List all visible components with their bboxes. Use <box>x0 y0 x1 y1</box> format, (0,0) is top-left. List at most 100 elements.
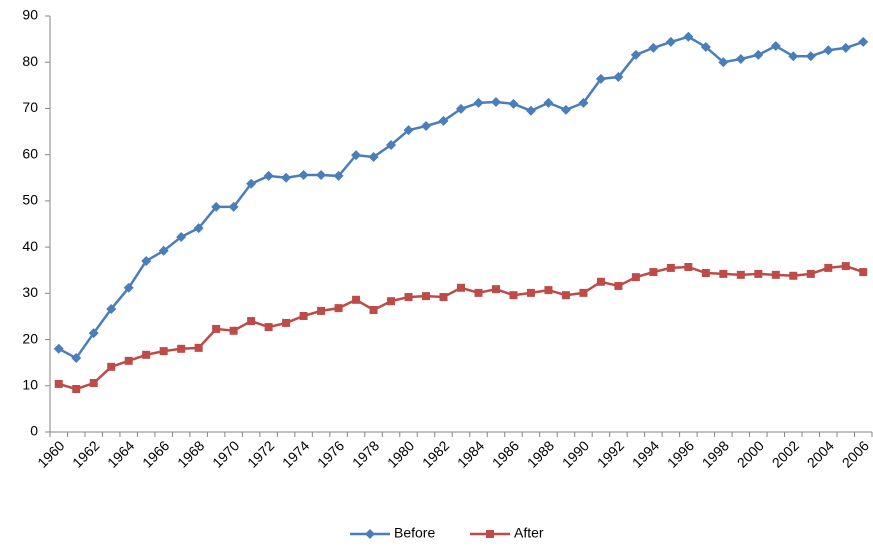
point <box>334 304 343 313</box>
point <box>141 255 152 266</box>
point <box>351 150 362 161</box>
point <box>631 273 640 282</box>
x-tick-label: 2004 <box>804 437 837 470</box>
point <box>299 311 308 320</box>
point <box>579 288 588 297</box>
x-tick-label: 2000 <box>734 437 767 470</box>
point <box>684 262 693 271</box>
point <box>630 49 641 60</box>
point <box>806 269 815 278</box>
point <box>124 356 133 365</box>
point <box>841 262 850 271</box>
point <box>858 36 869 47</box>
x-tick-label: 1972 <box>244 437 277 470</box>
point <box>142 350 151 359</box>
point <box>789 271 798 280</box>
point <box>491 285 500 294</box>
point <box>543 97 554 108</box>
point <box>788 51 799 62</box>
x-tick-label: 1970 <box>209 437 242 470</box>
point <box>333 170 344 181</box>
point <box>281 172 292 183</box>
point <box>422 292 431 301</box>
point <box>386 139 397 150</box>
point <box>509 291 518 300</box>
x-tick-label: 1974 <box>279 437 312 470</box>
point <box>490 96 501 107</box>
point <box>595 73 606 84</box>
x-tick-label: 1984 <box>454 437 487 470</box>
x-tick-label: 1966 <box>139 437 172 470</box>
point <box>368 151 379 162</box>
point <box>177 344 186 353</box>
x-tick-label: 1960 <box>34 437 67 470</box>
point <box>753 49 764 60</box>
point <box>421 121 432 132</box>
point <box>719 269 728 278</box>
point <box>88 328 99 339</box>
point <box>718 57 729 68</box>
x-tick-label: 1996 <box>664 437 697 470</box>
point <box>544 286 553 295</box>
legend-label: After <box>514 525 544 541</box>
point <box>770 41 781 52</box>
point <box>666 263 675 272</box>
point <box>754 269 763 278</box>
point <box>648 42 659 53</box>
point <box>54 379 63 388</box>
x-tick-label: 1986 <box>489 437 522 470</box>
point <box>72 385 81 394</box>
point <box>526 288 535 297</box>
point <box>71 353 82 364</box>
x-tick-label: 1978 <box>349 437 382 470</box>
point <box>771 270 780 279</box>
series-line <box>58 35 864 360</box>
point <box>264 323 273 332</box>
x-tick-label: 1976 <box>314 437 347 470</box>
y-tick-label: 50 <box>22 192 38 208</box>
point <box>683 31 694 42</box>
point <box>561 291 570 300</box>
point <box>614 281 623 290</box>
point <box>823 45 834 56</box>
point <box>369 305 378 314</box>
x-tick-label: 1994 <box>629 437 662 470</box>
point <box>229 326 238 335</box>
point <box>735 53 746 64</box>
point <box>457 283 465 292</box>
point <box>228 201 239 212</box>
point <box>508 98 519 109</box>
point <box>473 97 484 108</box>
point <box>316 170 327 181</box>
point <box>89 379 98 388</box>
point <box>859 268 868 277</box>
y-tick-label: 30 <box>22 284 38 300</box>
y-tick-label: 0 <box>30 423 38 439</box>
point <box>387 297 396 306</box>
legend-label: Before <box>394 525 435 541</box>
x-tick-label: 1982 <box>419 437 452 470</box>
point <box>298 170 309 181</box>
point <box>106 304 117 315</box>
point <box>474 288 483 297</box>
point <box>824 263 833 272</box>
point <box>700 41 711 52</box>
point <box>403 125 414 136</box>
point <box>439 293 448 302</box>
point <box>211 201 222 212</box>
point <box>176 231 187 242</box>
point <box>53 343 64 354</box>
point <box>404 293 413 302</box>
legend-marker <box>365 529 375 539</box>
point <box>613 72 624 83</box>
point <box>701 268 710 277</box>
point <box>525 105 536 116</box>
point <box>158 245 169 256</box>
x-tick-label: 1962 <box>69 437 102 470</box>
y-tick-label: 80 <box>22 53 38 69</box>
x-tick-label: 1998 <box>699 437 732 470</box>
point <box>123 282 134 293</box>
point <box>736 270 745 279</box>
point <box>317 306 326 315</box>
